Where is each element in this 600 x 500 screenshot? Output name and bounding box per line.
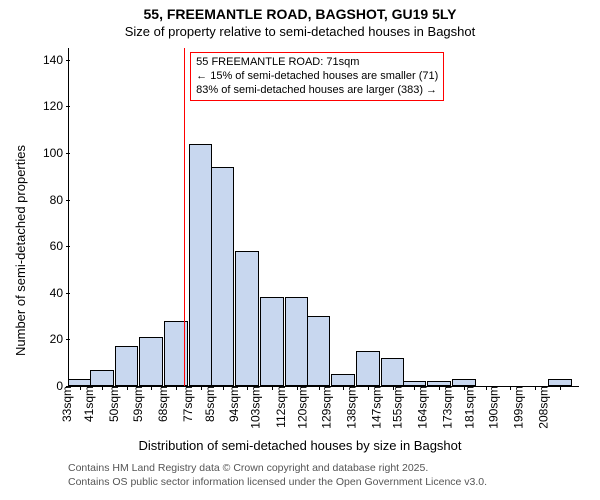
y-tick: 120 <box>33 99 69 113</box>
y-axis-label-text: Number of semi-detached properties <box>13 145 28 356</box>
histogram-bar <box>260 297 284 386</box>
y-tick: 80 <box>33 193 69 207</box>
x-tick-label: 50sqm <box>101 386 121 422</box>
x-tick-label: 33sqm <box>54 386 74 422</box>
annotation-line: 55 FREEMANTLE ROAD: 71sqm <box>196 56 438 70</box>
histogram-bar <box>235 251 259 386</box>
y-tick: 60 <box>33 239 69 253</box>
plot-area: 02040608010012014033sqm41sqm50sqm59sqm68… <box>68 48 579 387</box>
license-line-2: Contains OS public sector information li… <box>68 476 487 488</box>
histogram-bar <box>452 379 476 386</box>
reference-line <box>184 48 185 386</box>
y-axis-label: Number of semi-detached properties <box>10 0 30 500</box>
title-main: 55, FREEMANTLE ROAD, BAGSHOT, GU19 5LY <box>0 6 600 22</box>
y-tick: 20 <box>33 332 69 346</box>
x-tick-label: 155sqm <box>385 386 405 429</box>
x-tick-label: 129sqm <box>314 386 334 429</box>
x-tick-label: 120sqm <box>289 386 309 429</box>
histogram-bar <box>356 351 380 386</box>
histogram-bar <box>115 346 139 386</box>
x-tick-label: 103sqm <box>243 386 263 429</box>
histogram-bar <box>285 297 309 386</box>
x-tick-label: 112sqm <box>268 386 288 428</box>
histogram-bar <box>548 379 572 386</box>
x-tick-label: 59sqm <box>125 386 145 422</box>
annotation-line: ← 15% of semi-detached houses are smalle… <box>196 70 438 84</box>
figure: 55, FREEMANTLE ROAD, BAGSHOT, GU19 5LY S… <box>0 0 600 500</box>
histogram-bar <box>307 316 331 386</box>
x-tick-label: 85sqm <box>197 386 217 422</box>
x-tick-label: 190sqm <box>481 386 501 429</box>
histogram-bar <box>403 381 427 386</box>
x-tick-label: 94sqm <box>221 386 241 422</box>
annotation-line: 83% of semi-detached houses are larger (… <box>196 84 438 98</box>
x-tick-label: 147sqm <box>363 386 383 429</box>
y-tick: 40 <box>33 286 69 300</box>
x-tick-label: 68sqm <box>150 386 170 422</box>
x-tick-label: 41sqm <box>76 386 96 422</box>
x-tick-label: 181sqm <box>456 386 476 429</box>
license-text: Contains HM Land Registry data © Crown c… <box>68 462 487 489</box>
histogram-bar <box>139 337 163 386</box>
license-line-1: Contains HM Land Registry data © Crown c… <box>68 462 428 474</box>
histogram-bar <box>427 381 451 386</box>
histogram-bar <box>68 379 92 386</box>
histogram-bar <box>381 358 405 386</box>
y-tick: 100 <box>33 146 69 160</box>
annotation-box: 55 FREEMANTLE ROAD: 71sqm← 15% of semi-d… <box>190 52 444 101</box>
x-tick-label: 173sqm <box>434 386 454 429</box>
x-axis-label: Distribution of semi-detached houses by … <box>0 438 600 453</box>
x-tick-label: 164sqm <box>410 386 430 429</box>
y-tick: 140 <box>33 53 69 67</box>
x-tick-label: 208sqm <box>530 386 550 429</box>
title-sub: Size of property relative to semi-detach… <box>0 24 600 39</box>
x-tick-mark <box>560 386 561 390</box>
x-tick-label: 77sqm <box>175 386 195 422</box>
x-tick-label: 138sqm <box>339 386 359 429</box>
histogram-bar <box>211 167 235 386</box>
histogram-bar <box>331 374 355 386</box>
x-tick-label: 199sqm <box>506 386 526 429</box>
histogram-bar <box>189 144 213 386</box>
histogram-bar <box>90 370 114 386</box>
